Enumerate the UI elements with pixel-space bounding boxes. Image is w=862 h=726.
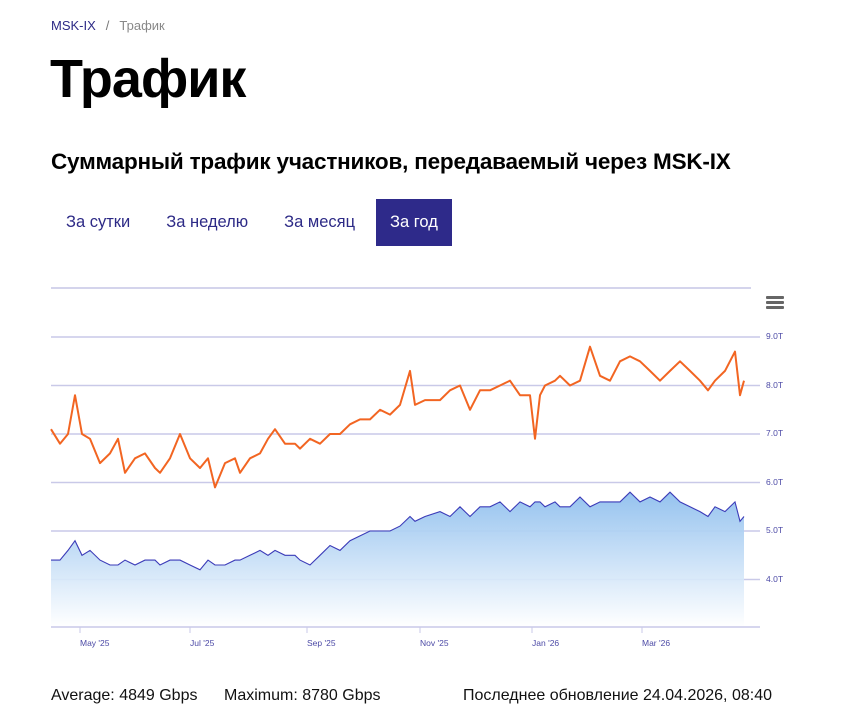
y-tick-label: 5.0T [766,525,784,535]
last-update: Последнее обновление 24.04.2026, 08:40 [463,687,772,704]
average-area [51,492,744,627]
maximum-stat: Maximum: 8780 Gbps [224,687,381,704]
average-line [51,491,745,571]
tab-year[interactable]: За год [376,199,452,246]
y-tick-label: 8.0T [766,379,784,390]
tab-week[interactable]: За неделю [166,213,249,231]
traffic-chart [50,287,760,633]
page-title: Трафик [50,49,246,109]
hamburger-menu-icon [766,296,784,299]
hamburger-menu-icon-bar [766,306,784,309]
average-stat: Average: 4849 Gbps [51,687,198,704]
chart-menu-button[interactable] [766,296,784,312]
tab-day[interactable]: За сутки [66,213,131,231]
period-tabs: За сутки За неделю За месяц За год [51,199,458,246]
y-tick-label: 9.0T [766,331,784,341]
breadcrumb-root-link[interactable]: MSK-IX [51,18,96,33]
breadcrumb-separator: / [105,18,110,33]
x-tick-label: May '25 [80,638,110,648]
breadcrumb: MSK-IX / Трафик [51,18,165,33]
y-tick-label: 7.0T [766,428,784,438]
hamburger-menu-icon-bar [766,301,784,304]
y-tick-label: 4.0T [766,573,784,584]
breadcrumb-current: Трафик [119,18,165,33]
maximum-line [50,345,745,489]
x-tick-label: Mar '26 [642,638,671,648]
y-tick-label: 6.0T [766,476,784,487]
section-title: Суммарный трафик участников, передаваемы… [51,149,731,174]
tab-month[interactable]: За месяц [284,213,356,231]
x-tick-label: Jul '25 [190,638,215,648]
x-ticks [79,627,643,633]
x-tick-label: Nov '25 [420,638,449,648]
x-tick-label: Sep '25 [307,638,336,648]
x-tick-label: Jan '26 [532,638,560,648]
